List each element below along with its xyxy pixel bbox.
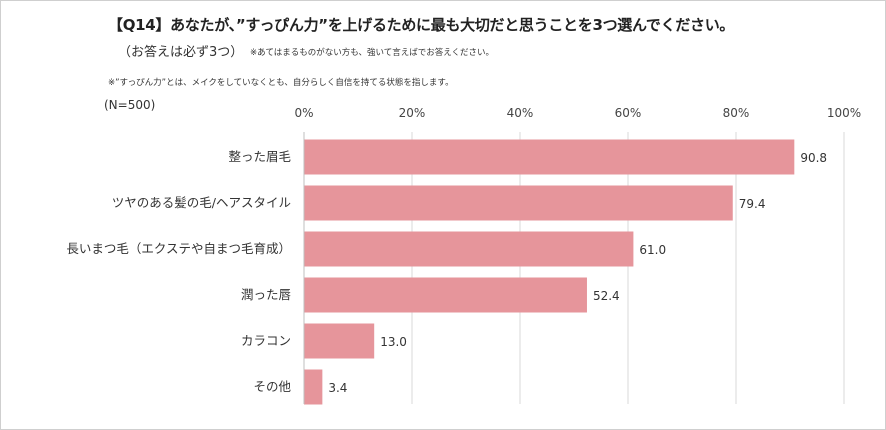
x-tick-label: 60% <box>615 106 642 120</box>
x-tick-label: 20% <box>399 106 426 120</box>
x-tick-label: 40% <box>507 106 534 120</box>
category-label: その他 <box>253 379 291 394</box>
data-label: 79.4 <box>739 197 766 211</box>
bar <box>304 323 375 359</box>
data-label: 3.4 <box>328 381 347 395</box>
definition-note: ※”すっぴん力”とは、メイクをしていなくとも、自分らしく自信を持てる状態を指しま… <box>108 78 454 88</box>
bar <box>304 277 587 313</box>
category-label: 長いまつ毛（エクステや自まつ毛育成） <box>66 241 291 256</box>
bar <box>304 139 795 175</box>
category-label: 潤った唇 <box>241 287 292 302</box>
bar <box>304 185 733 221</box>
chart-title: 【Q14】あなたが、”すっぴん力”を上げるために最も大切だと思うことを3つ選んで… <box>108 16 735 34</box>
category-label: ツヤのある髪の毛/ヘアスタイル <box>112 195 291 210</box>
bar <box>304 369 323 405</box>
data-label: 90.8 <box>800 151 827 165</box>
bar <box>304 231 634 267</box>
data-label: 61.0 <box>639 243 666 257</box>
x-tick-label: 80% <box>723 106 750 120</box>
data-label: 13.0 <box>380 335 407 349</box>
category-label: カラコン <box>241 333 291 348</box>
x-tick-label: 0% <box>294 106 313 120</box>
answer-note: （お答えは必ず3つ） <box>118 45 244 60</box>
x-tick-label: 100% <box>827 106 861 120</box>
category-label: 整った眉毛 <box>228 149 291 164</box>
answer-note-small: ※あてはまるものがない方も、強いて言えばでお答えください。 <box>250 48 495 58</box>
sample-size: (N=500) <box>104 98 156 112</box>
data-label: 52.4 <box>593 289 620 303</box>
